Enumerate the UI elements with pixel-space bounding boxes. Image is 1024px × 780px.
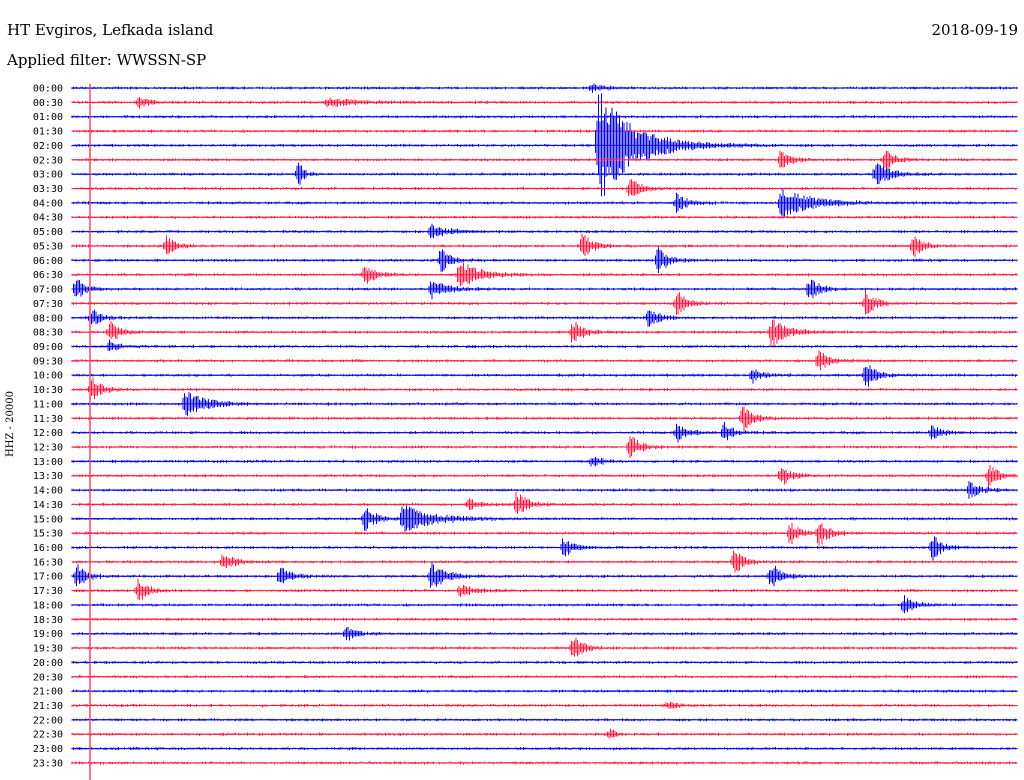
row-time-label: 09:00 [33, 342, 63, 353]
date-label: 2018-09-19 [931, 21, 1018, 39]
seismic-trace [71, 595, 1018, 614]
row-time-label: 16:30 [33, 557, 63, 568]
row-time-label: 07:30 [33, 299, 63, 310]
row-time-label: 00:00 [33, 84, 63, 95]
row-time-label: 13:00 [33, 457, 63, 468]
seismic-trace [71, 523, 1018, 546]
row-time-label: 05:00 [33, 227, 63, 238]
row-time-label: 15:30 [33, 529, 63, 540]
seismic-trace [71, 728, 1018, 739]
trace-layer [71, 83, 1018, 765]
row-time-label: 10:30 [33, 385, 63, 396]
row-time-label: 00:30 [33, 98, 63, 109]
row-time-label: 02:00 [33, 141, 63, 152]
row-time-label: 12:00 [33, 428, 63, 439]
station-title: HT Evgiros, Lefkada island [7, 21, 214, 39]
seismic-trace [71, 150, 1018, 170]
row-time-label: 22:00 [33, 715, 63, 726]
row-time-label: 20:00 [33, 658, 63, 669]
seismic-trace [71, 377, 1018, 400]
row-label-layer: 00:00 00:30 01:00 01:30 02:00 02:30 03:00 03:30… [33, 84, 63, 770]
row-time-label: 14:00 [33, 486, 63, 497]
seismic-trace [71, 319, 1018, 347]
row-time-label: 08:00 [33, 313, 63, 324]
row-time-label: 13:30 [33, 471, 63, 482]
row-time-label: 22:30 [33, 730, 63, 741]
row-time-label: 12:30 [33, 443, 63, 454]
row-time-label: 19:30 [33, 644, 63, 655]
row-time-label: 03:30 [33, 184, 63, 195]
row-time-label: 02:30 [33, 155, 63, 166]
row-time-label: 19:00 [33, 629, 63, 640]
row-time-label: 14:30 [33, 500, 63, 511]
row-time-label: 04:30 [33, 213, 63, 224]
row-time-label: 20:30 [33, 672, 63, 683]
row-time-label: 11:00 [33, 399, 63, 410]
row-time-label: 23:30 [33, 758, 63, 769]
row-time-label: 21:00 [33, 687, 63, 698]
seismic-trace [71, 536, 1018, 561]
filter-label: Applied filter: WWSSN-SP [7, 51, 207, 69]
seismic-trace [71, 233, 1018, 258]
row-time-label: 01:00 [33, 112, 63, 123]
seismic-trace [71, 339, 1018, 351]
y-axis-label: HHZ - 20000 [5, 391, 16, 457]
row-time-label: 04:00 [33, 198, 63, 209]
seismic-trace [71, 289, 1018, 315]
seismic-trace [71, 578, 1018, 600]
row-time-label: 03:00 [33, 170, 63, 181]
row-time-label: 10:00 [33, 371, 63, 382]
row-time-label: 21:30 [33, 701, 63, 712]
row-time-label: 18:00 [33, 601, 63, 612]
row-time-label: 16:00 [33, 543, 63, 554]
seismic-trace [71, 637, 1018, 657]
row-time-label: 17:30 [33, 586, 63, 597]
seismic-trace [71, 223, 1018, 239]
seismic-trace [71, 491, 1018, 514]
row-time-label: 05:30 [33, 242, 63, 253]
row-time-label: 06:30 [33, 270, 63, 281]
row-time-label: 18:30 [33, 615, 63, 626]
row-time-label: 09:30 [33, 356, 63, 367]
row-time-label: 11:30 [33, 414, 63, 425]
row-time-label: 23:00 [33, 744, 63, 755]
row-time-label: 01:30 [33, 127, 63, 138]
row-time-label: 15:00 [33, 514, 63, 525]
row-time-label: 17:00 [33, 572, 63, 583]
row-time-label: 06:00 [33, 256, 63, 267]
row-time-label: 08:30 [33, 328, 63, 339]
seismic-trace [71, 93, 1018, 197]
seismic-trace [71, 365, 1018, 387]
seismic-trace [71, 179, 1018, 196]
seismic-trace [71, 464, 1018, 489]
seismic-trace [71, 562, 1018, 588]
seismic-trace [71, 406, 1018, 432]
row-time-label: 07:00 [33, 285, 63, 296]
